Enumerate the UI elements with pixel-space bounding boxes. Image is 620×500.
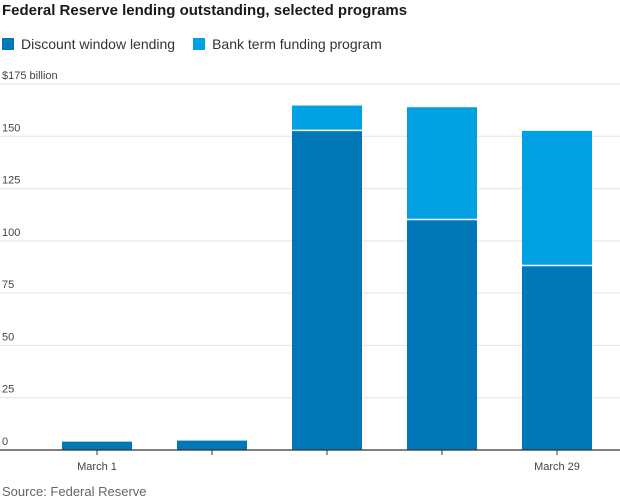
y-tick-label: $175 billion (2, 70, 58, 82)
chart-legend: Discount window lending Bank term fundin… (2, 36, 400, 52)
y-tick-label: 50 (2, 331, 14, 343)
chart-source: Source: Federal Reserve (2, 484, 147, 499)
bar-segment (292, 105, 362, 131)
legend-item-bank-term-funding: Bank term funding program (193, 36, 382, 52)
x-tick-label: March 1 (77, 461, 117, 473)
bar-segment (62, 441, 132, 450)
legend-label-discount-window: Discount window lending (21, 36, 176, 52)
legend-swatch-bank-term-funding (193, 38, 206, 50)
y-tick-label: 125 (2, 175, 20, 187)
y-tick-label: 25 (2, 384, 14, 396)
chart-title: Federal Reserve lending outstanding, sel… (2, 2, 408, 19)
x-tick-label: March 29 (534, 461, 580, 473)
bar-segment (177, 440, 247, 450)
y-tick-label: 100 (2, 227, 20, 239)
bar-segment (522, 265, 592, 450)
legend-swatch-discount-window (2, 38, 14, 50)
bar-segment (522, 130, 592, 266)
y-tick-label: 150 (2, 122, 20, 134)
legend-item-discount-window: Discount window lending (2, 36, 175, 52)
bar-segment (407, 219, 477, 450)
bar-segment (407, 107, 477, 220)
bar-segment (292, 130, 362, 450)
y-tick-label: 0 (2, 436, 8, 448)
legend-label-bank-term-funding: Bank term funding program (212, 36, 382, 52)
y-tick-label: 75 (2, 279, 14, 291)
